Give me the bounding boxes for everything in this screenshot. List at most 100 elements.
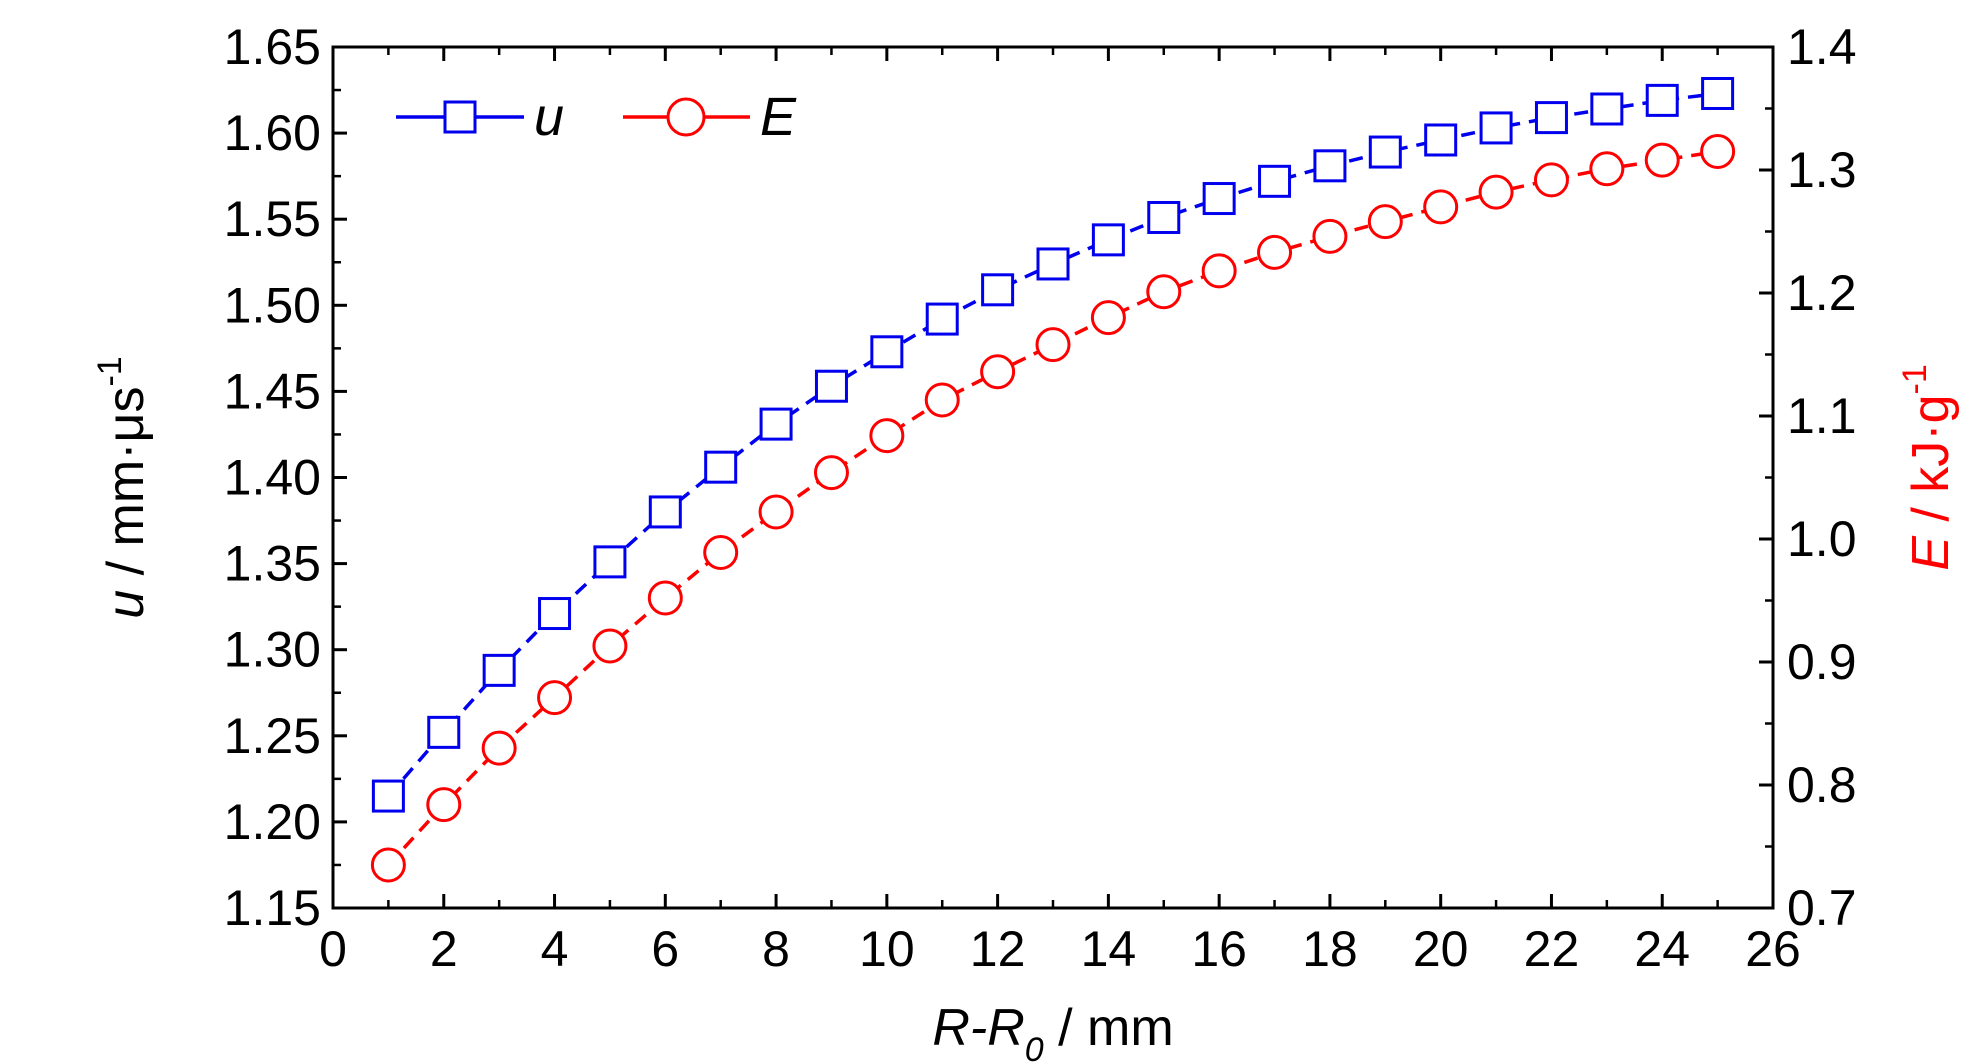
x-tick-label: 8	[762, 921, 790, 977]
series-e-point	[1644, 142, 1680, 178]
x-tick-label: 6	[651, 921, 679, 977]
x-tick-label: 0	[319, 921, 347, 977]
series-e-point	[1478, 174, 1514, 210]
legend-e-marker	[666, 97, 706, 137]
y-left-tick-label: 1.55	[224, 191, 321, 247]
series-u-point	[759, 407, 793, 441]
x-tick-label: 14	[1081, 921, 1137, 977]
series-e-point	[1533, 162, 1569, 198]
x-tick-label: 12	[970, 921, 1026, 977]
series-e-point	[1423, 189, 1459, 225]
series-e-point	[1312, 218, 1348, 254]
series-u-point	[1701, 76, 1735, 110]
y-right-tick-label: 1.1	[1787, 388, 1857, 444]
series-u-point	[482, 653, 516, 687]
x-axis-title: R-R0 / mm	[932, 999, 1173, 1062]
series-u-point	[1147, 200, 1181, 234]
y-right-axis-title: E / kJ·g-1	[1896, 364, 1960, 571]
series-e-point	[980, 354, 1016, 390]
y-left-tick-label: 1.35	[224, 536, 321, 592]
legend-e-label: E	[760, 87, 797, 147]
series-e-point	[592, 628, 628, 664]
x-tick-label: 20	[1413, 921, 1469, 977]
series-e-point	[1146, 274, 1182, 310]
y-right-tick-label: 0.9	[1787, 634, 1857, 690]
legend: u E	[396, 87, 797, 147]
series-u-point	[593, 545, 627, 579]
y-left-tick-label: 1.25	[224, 708, 321, 764]
y-left-tick-label: 1.45	[224, 363, 321, 419]
y-right-tick-label: 1.0	[1787, 511, 1857, 567]
series-u-point	[1590, 92, 1624, 126]
y-right-tick-label: 1.2	[1787, 265, 1857, 321]
series-e-point	[1090, 300, 1126, 336]
legend-u-label: u	[534, 87, 564, 147]
y-left-tick-label: 1.50	[224, 277, 321, 333]
y-right-tick-label: 0.7	[1787, 880, 1857, 936]
y-right-axis-title-sup: -1	[1896, 364, 1934, 394]
x-axis-title-subscript: 0	[1025, 1031, 1044, 1062]
series-u-point	[814, 369, 848, 403]
series-u-point	[1091, 223, 1125, 257]
y-right-tick-label: 1.4	[1787, 19, 1857, 75]
series-u-line	[387, 91, 1718, 798]
y-left-axis-ticks: 1.15 1.20 1.25 1.30 1.35 1.40 1.45 1.50 1.55 1.60…	[224, 19, 347, 936]
y-left-tick-label: 1.30	[224, 622, 321, 678]
y-left-tick-label: 1.20	[224, 794, 321, 850]
x-tick-label: 24	[1634, 921, 1690, 977]
series-u-point	[981, 273, 1015, 307]
x-axis-ticks: 0 2 4 6 8 10 12 14 16 18 20 22 24 26	[319, 47, 1801, 977]
x-tick-label: 4	[541, 921, 569, 977]
series-u-point	[1424, 123, 1458, 157]
series-e-point	[1367, 204, 1403, 240]
series-u-point	[648, 495, 682, 529]
series-e-point	[1035, 327, 1071, 363]
series-u-point	[427, 715, 461, 749]
x-axis-title-unit: / mm	[1044, 999, 1174, 1057]
series-layer	[370, 76, 1736, 883]
series-u-point	[704, 450, 738, 484]
x-tick-label: 26	[1745, 921, 1801, 977]
series-u-point	[1368, 135, 1402, 169]
x-tick-label: 10	[859, 921, 915, 977]
x-axis-title-main: R-R	[932, 999, 1024, 1057]
y-left-tick-label: 1.40	[224, 450, 321, 506]
series-u-point	[371, 779, 405, 813]
y-left-axis-title: u / mm·μs-1	[91, 356, 155, 618]
legend-u-marker	[443, 100, 477, 134]
series-e-point	[813, 455, 849, 491]
series-u-point	[1534, 101, 1568, 135]
series-e-point	[703, 535, 739, 571]
y-left-tick-label: 1.15	[224, 880, 321, 936]
series-e-point	[537, 680, 573, 716]
series-e-point	[758, 494, 794, 530]
y-right-axis-ticks: 0.7 0.8 0.9 1.0 1.1 1.2 1.3 1.4	[1759, 19, 1857, 936]
series-u-point	[1645, 83, 1679, 117]
series-u-point	[1036, 247, 1070, 281]
series-u-point	[925, 302, 959, 336]
series-e-point	[869, 418, 905, 454]
y-left-tick-label: 1.65	[224, 19, 321, 75]
series-u-point	[1258, 164, 1292, 198]
y-right-axis-title-unit: / kJ·g	[1902, 394, 1960, 536]
series-u-point	[1479, 111, 1513, 145]
series-e-point	[1589, 151, 1625, 187]
series-u-point	[538, 597, 572, 631]
series-e-point	[647, 580, 683, 616]
x-tick-label: 22	[1524, 921, 1580, 977]
y-left-tick-label: 1.60	[224, 105, 321, 161]
y-right-tick-label: 0.8	[1787, 757, 1857, 813]
series-e-point	[1201, 253, 1237, 289]
y-left-axis-title-sup: -1	[91, 356, 129, 386]
y-right-tick-label: 1.3	[1787, 142, 1857, 198]
series-e-point	[370, 847, 406, 883]
x-tick-label: 2	[430, 921, 458, 977]
x-tick-label: 16	[1191, 921, 1247, 977]
x-tick-label: 18	[1302, 921, 1358, 977]
series-e-point	[426, 787, 462, 823]
series-e-point	[924, 382, 960, 418]
series-u-point	[870, 335, 904, 369]
y-left-axis-title-unit: / mm·μs	[97, 387, 155, 590]
series-u-point	[1313, 149, 1347, 183]
